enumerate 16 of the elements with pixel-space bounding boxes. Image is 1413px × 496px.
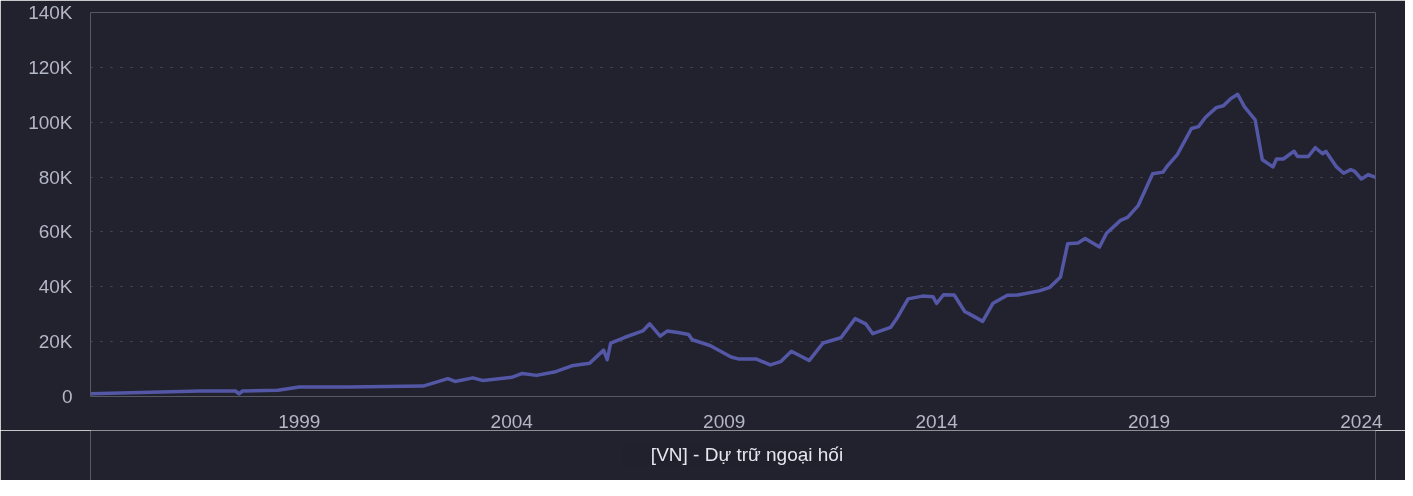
x-tick-label: 2024 bbox=[1340, 410, 1383, 432]
x-tick-label: 2014 bbox=[915, 410, 959, 432]
line-series bbox=[90, 92, 1376, 396]
y-tick-label: 60K bbox=[38, 221, 73, 243]
x-tick-label: 2019 bbox=[1127, 410, 1171, 432]
x-tick-label: 1999 bbox=[278, 410, 321, 432]
y-tick-label: 0 bbox=[61, 386, 73, 407]
x-tick-label: 2004 bbox=[490, 410, 534, 432]
y-tick-label: 100K bbox=[28, 111, 73, 133]
text: [VN] - Dự trữ ngoại hối bbox=[650, 444, 844, 466]
x-tick-label: 2009 bbox=[703, 410, 746, 432]
y-tick-label: 140K bbox=[28, 2, 73, 23]
y-tick-label: 20K bbox=[38, 331, 73, 353]
y-tick-label: 80K bbox=[38, 166, 73, 188]
y-tick-label: 40K bbox=[38, 276, 73, 298]
y-tick-label: 120K bbox=[28, 56, 73, 78]
